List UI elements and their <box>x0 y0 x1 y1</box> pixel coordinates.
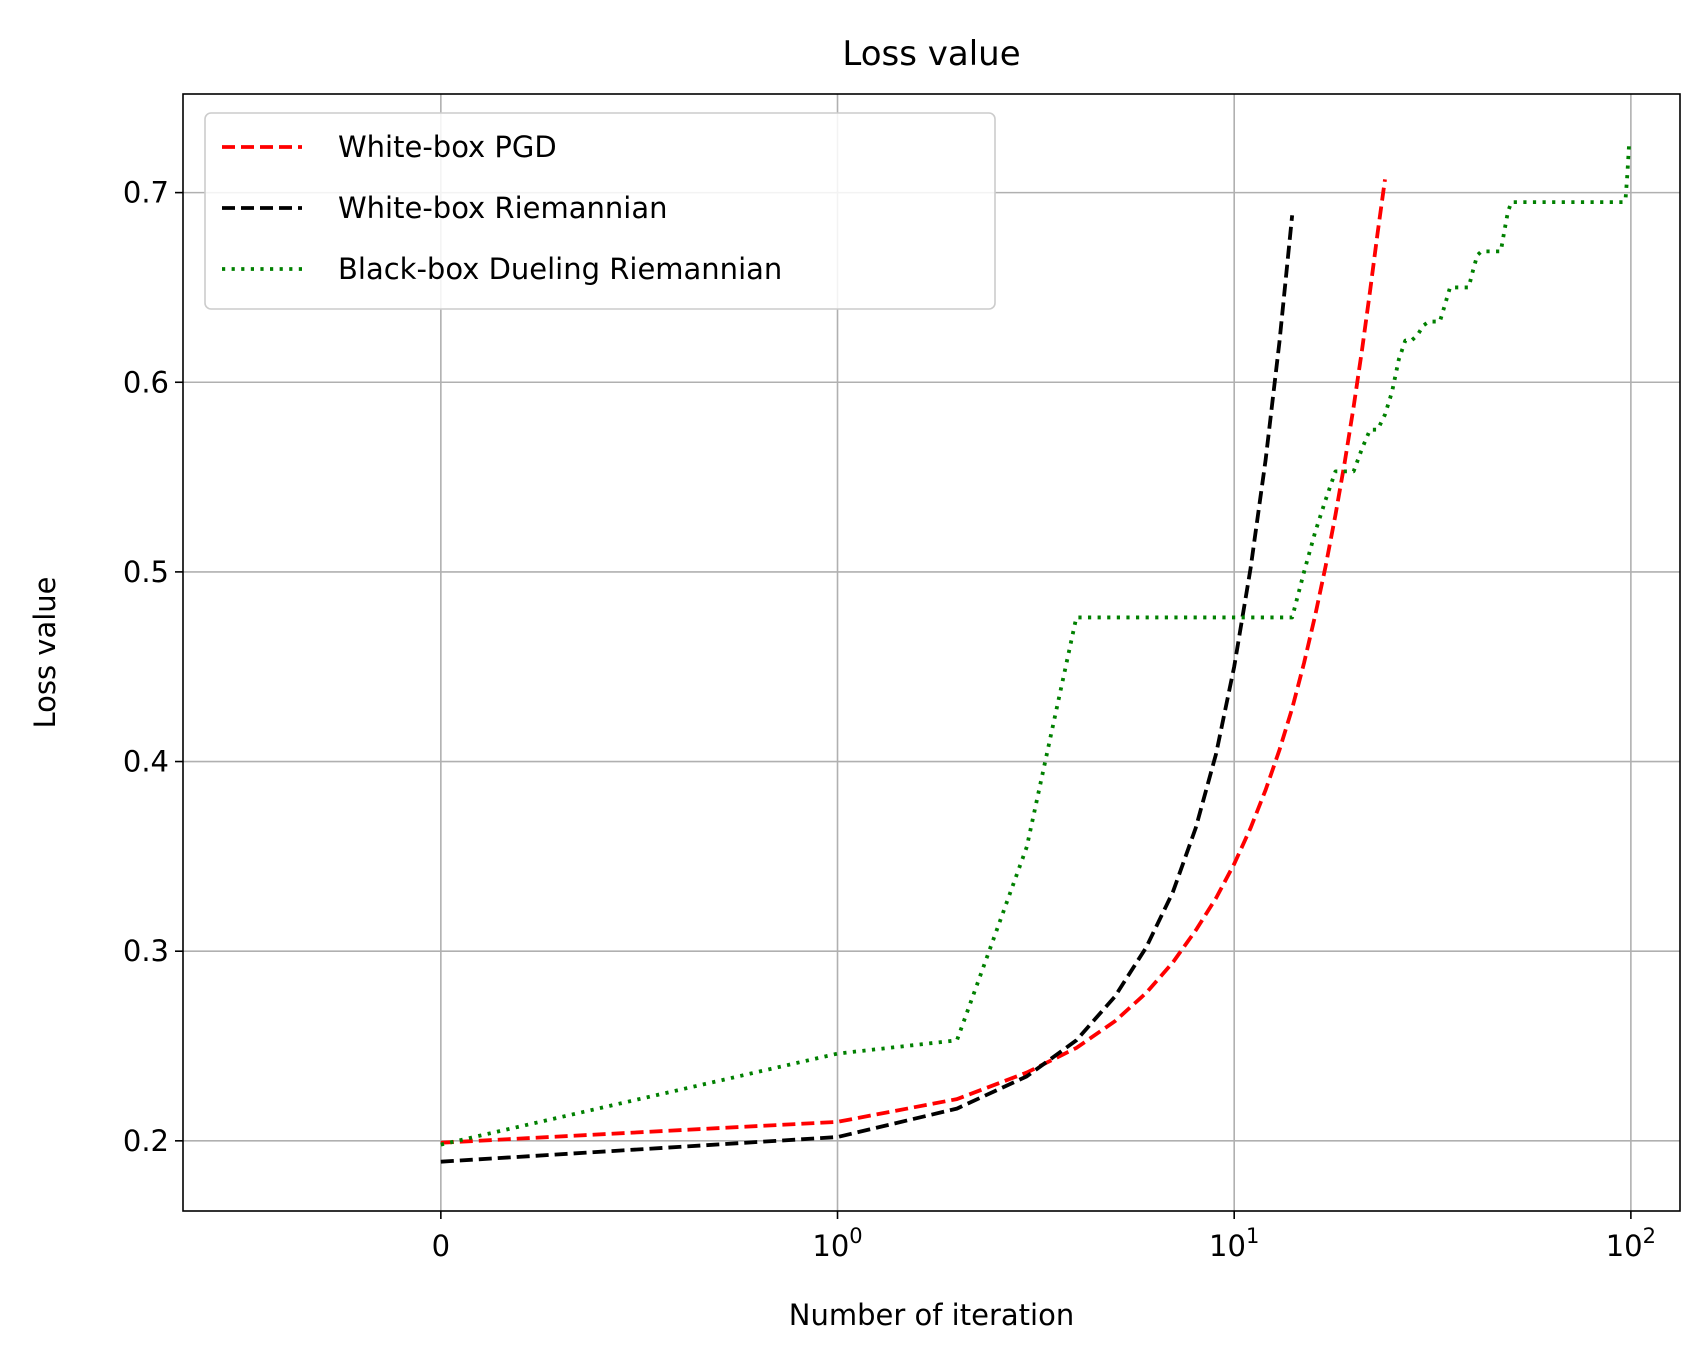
x-tick-label: 101 <box>1209 1224 1259 1263</box>
y-tick-label: 0.6 <box>123 365 169 399</box>
series-line-2 <box>440 215 1295 1164</box>
series-line-1 <box>440 179 1387 1145</box>
x-axis-label: Number of iteration <box>789 1298 1074 1332</box>
axis-ticks: 0 100 101 102 0.2 0.3 0.4 0.5 0.6 0.7 <box>123 176 1656 1263</box>
y-tick-label: 0.5 <box>123 555 169 589</box>
legend-label: White-box Riemannian <box>338 191 667 225</box>
y-axis-label: Loss value <box>28 576 62 728</box>
y-tick-label: 0.7 <box>123 176 169 210</box>
x-tick-label: 100 <box>812 1224 862 1263</box>
x-tick-label: 102 <box>1606 1224 1656 1263</box>
x-tick-label: 0 <box>432 1229 450 1263</box>
y-tick-label: 0.3 <box>123 934 169 968</box>
legend: White-box PGD White-box Riemannian Black-b… <box>204 112 996 310</box>
plot-frame <box>182 93 1681 1212</box>
y-tick-label: 0.2 <box>123 1124 169 1158</box>
y-tick-label: 0.4 <box>123 745 169 779</box>
series-line-3 <box>440 143 1632 1147</box>
legend-label: Black-box Dueling Riemannian <box>338 252 782 286</box>
chart-title: Loss value <box>842 34 1020 74</box>
legend-label: White-box PGD <box>338 130 557 164</box>
legend-box <box>204 112 996 310</box>
plot-lines <box>440 143 1632 1164</box>
